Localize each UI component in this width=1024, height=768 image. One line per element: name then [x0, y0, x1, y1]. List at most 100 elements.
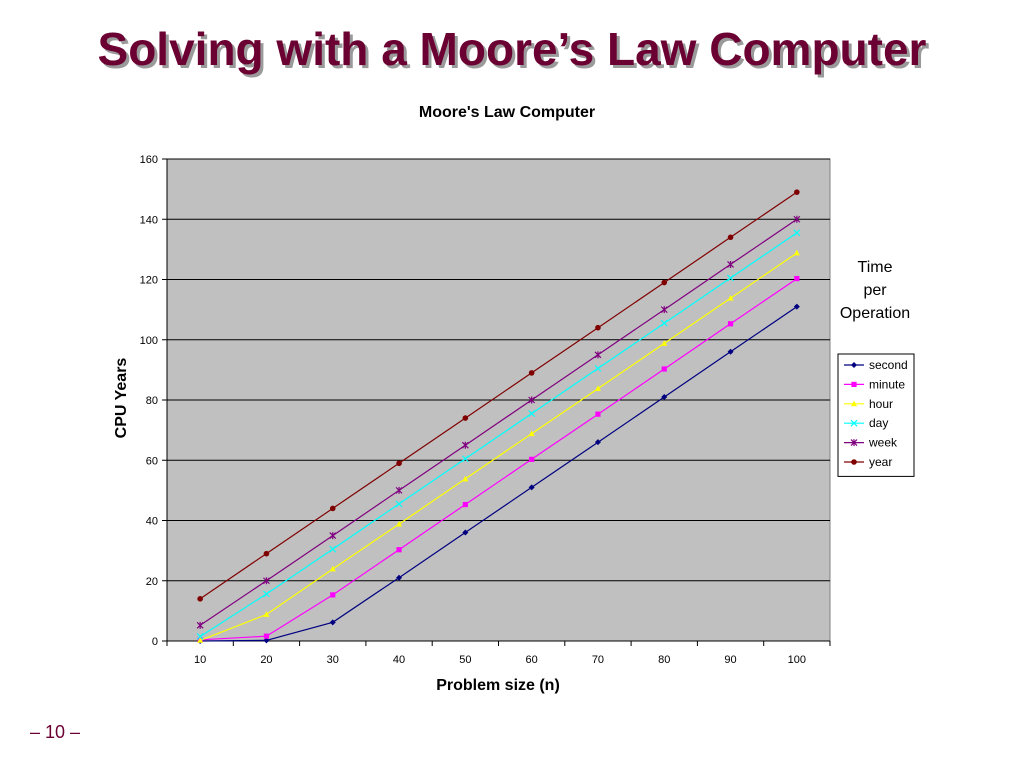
- legend-marker: [850, 419, 858, 427]
- series-layer: [196, 189, 801, 644]
- y-axis-label: CPU Years: [113, 358, 130, 439]
- data-point-minute: [263, 633, 270, 639]
- y-tick-label: 140: [140, 214, 158, 226]
- y-tick-label: 20: [146, 576, 158, 588]
- legend-marker: [851, 400, 857, 407]
- data-point-year: [528, 370, 535, 376]
- y-tick-label: 160: [140, 154, 158, 166]
- data-point-week: [528, 396, 536, 404]
- data-point-week: [329, 532, 337, 540]
- x-tick-label: 60: [526, 654, 538, 666]
- data-point-second: [263, 637, 270, 644]
- data-point-hour: [793, 249, 800, 256]
- legend-item-second: second: [844, 358, 908, 372]
- data-point-year: [329, 505, 336, 512]
- x-tick-label: 10: [194, 654, 206, 666]
- data-point-day: [660, 319, 668, 327]
- chart-title: Moore's Law Computer: [419, 104, 595, 121]
- legend-item-week: week: [844, 436, 898, 450]
- y-tick-label: 80: [146, 395, 158, 407]
- legend-label: week: [868, 436, 898, 450]
- data-point-day: [461, 455, 469, 463]
- data-point-day: [196, 633, 204, 640]
- axes: 0 20 40 60 80 100 120 140 160 10 20 30 40 50 60 70 80 90 1…: [140, 154, 831, 666]
- data-point-year: [727, 234, 734, 241]
- data-point-day: [329, 545, 337, 553]
- data-point-minute: [794, 275, 800, 282]
- series-line-second: [200, 306, 798, 642]
- data-point-week: [461, 441, 469, 449]
- x-tick-label: 20: [260, 654, 272, 666]
- legend-label: second: [869, 358, 908, 372]
- series-line-year: [199, 191, 798, 600]
- series-line-hour: [199, 252, 798, 641]
- data-point-hour: [396, 520, 403, 527]
- page-number: – 10 –: [30, 722, 81, 742]
- data-point-minute: [330, 592, 336, 598]
- data-point-minute: [529, 456, 535, 462]
- data-point-year: [595, 324, 601, 331]
- data-point-year: [794, 189, 800, 195]
- legend-marker: [850, 439, 858, 447]
- data-point-hour: [197, 637, 204, 643]
- data-point-hour: [594, 385, 601, 391]
- data-point-day: [727, 274, 734, 282]
- data-point-second: [528, 484, 535, 491]
- series-week: [196, 215, 801, 629]
- data-point-second: [727, 348, 734, 355]
- data-point-week: [594, 351, 602, 359]
- data-point-hour: [528, 430, 535, 437]
- data-point-day: [594, 364, 602, 372]
- data-point-second: [793, 303, 800, 310]
- legend-item-year: year: [844, 455, 892, 469]
- data-point-minute: [727, 321, 734, 327]
- data-point-year: [396, 460, 402, 467]
- data-point-minute: [595, 411, 601, 417]
- data-point-second: [594, 439, 601, 446]
- legend-label: minute: [869, 377, 905, 391]
- data-point-hour: [329, 565, 336, 572]
- legend-item-minute: minute: [844, 377, 905, 391]
- data-point-hour: [462, 475, 469, 482]
- legend-box: [837, 353, 915, 477]
- legend-title-line: Operation: [840, 305, 910, 322]
- data-point-hour: [727, 294, 734, 301]
- data-point-minute: [462, 501, 468, 508]
- data-point-hour: [263, 611, 270, 617]
- legend-marker: [851, 459, 857, 465]
- data-point-day: [528, 410, 536, 417]
- legend-item-hour: hour: [844, 397, 893, 411]
- y-tick-label: 40: [146, 516, 158, 528]
- y-tick-label: 100: [140, 335, 158, 347]
- legend-label: day: [869, 416, 888, 430]
- legend-label: hour: [869, 397, 893, 411]
- legend-title: Time per Operation: [840, 259, 910, 322]
- series-line-week: [199, 218, 798, 626]
- x-tick-label: 40: [393, 654, 405, 666]
- series-day: [196, 229, 801, 640]
- series-year: [197, 189, 800, 602]
- data-point-week: [793, 215, 801, 223]
- y-tick-label: 0: [152, 636, 158, 648]
- legend-label: year: [869, 455, 892, 469]
- data-point-second: [462, 529, 469, 536]
- data-point-day: [263, 590, 270, 598]
- x-tick-label: 50: [459, 654, 471, 666]
- data-point-year: [661, 279, 668, 286]
- x-tick-label: 90: [724, 654, 736, 666]
- data-point-minute: [661, 366, 667, 372]
- data-point-week: [196, 621, 204, 629]
- data-point-day: [395, 500, 403, 508]
- series-line-day: [199, 232, 798, 638]
- series-line-minute: [200, 278, 798, 641]
- data-point-week: [727, 260, 734, 268]
- series-hour: [197, 249, 800, 643]
- legend-title-line: Time: [858, 259, 893, 276]
- data-point-week: [395, 486, 403, 494]
- y-tick-label: 120: [140, 275, 158, 287]
- data-point-second: [396, 574, 403, 581]
- slide-title: Solving with a Moore’s Law Computer: [97, 23, 927, 75]
- data-point-second: [329, 619, 336, 626]
- legend: second minute hour day week year: [837, 353, 915, 477]
